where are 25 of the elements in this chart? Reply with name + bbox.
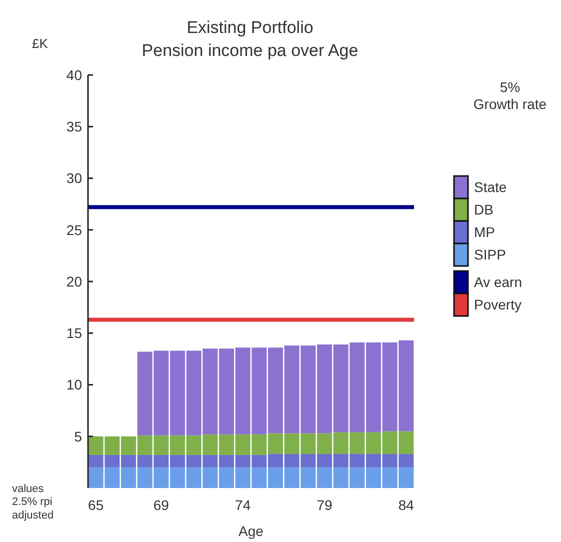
- legend-label: State: [474, 179, 507, 196]
- x-axis-title: Age: [238, 523, 264, 539]
- legend-label: SIPP: [474, 246, 506, 263]
- y-tick-label: 5: [74, 428, 82, 444]
- y-tick-label: 30: [66, 170, 82, 186]
- y-tick-label: 20: [66, 273, 82, 290]
- legend-label: Av earn: [474, 274, 522, 290]
- y-tick-label: 40: [66, 66, 82, 83]
- y-tick-label: 35: [66, 118, 82, 135]
- x-tick-label: 74: [235, 497, 251, 513]
- legend-label: DB: [474, 202, 494, 218]
- y-axis-title: £K: [32, 36, 48, 51]
- x-tick-label: 79: [316, 497, 332, 513]
- y-tick-label: 25: [66, 222, 82, 238]
- chart-subtitle: Pension income pa over Age: [142, 41, 358, 60]
- x-tick-label: 65: [88, 497, 104, 513]
- legend-label: MP: [474, 224, 495, 240]
- x-tick-label: 84: [398, 497, 414, 513]
- text: 5% Growth rate: [473, 79, 547, 112]
- legend-label: Poverty: [474, 296, 522, 313]
- chart-title: Existing Portfolio: [186, 18, 314, 37]
- y-tick-label: 15: [66, 325, 82, 342]
- text: values 2.5% rpi adjusted: [12, 483, 54, 522]
- x-tick-label: 69: [153, 497, 170, 513]
- y-tick-label: 10: [66, 376, 82, 393]
